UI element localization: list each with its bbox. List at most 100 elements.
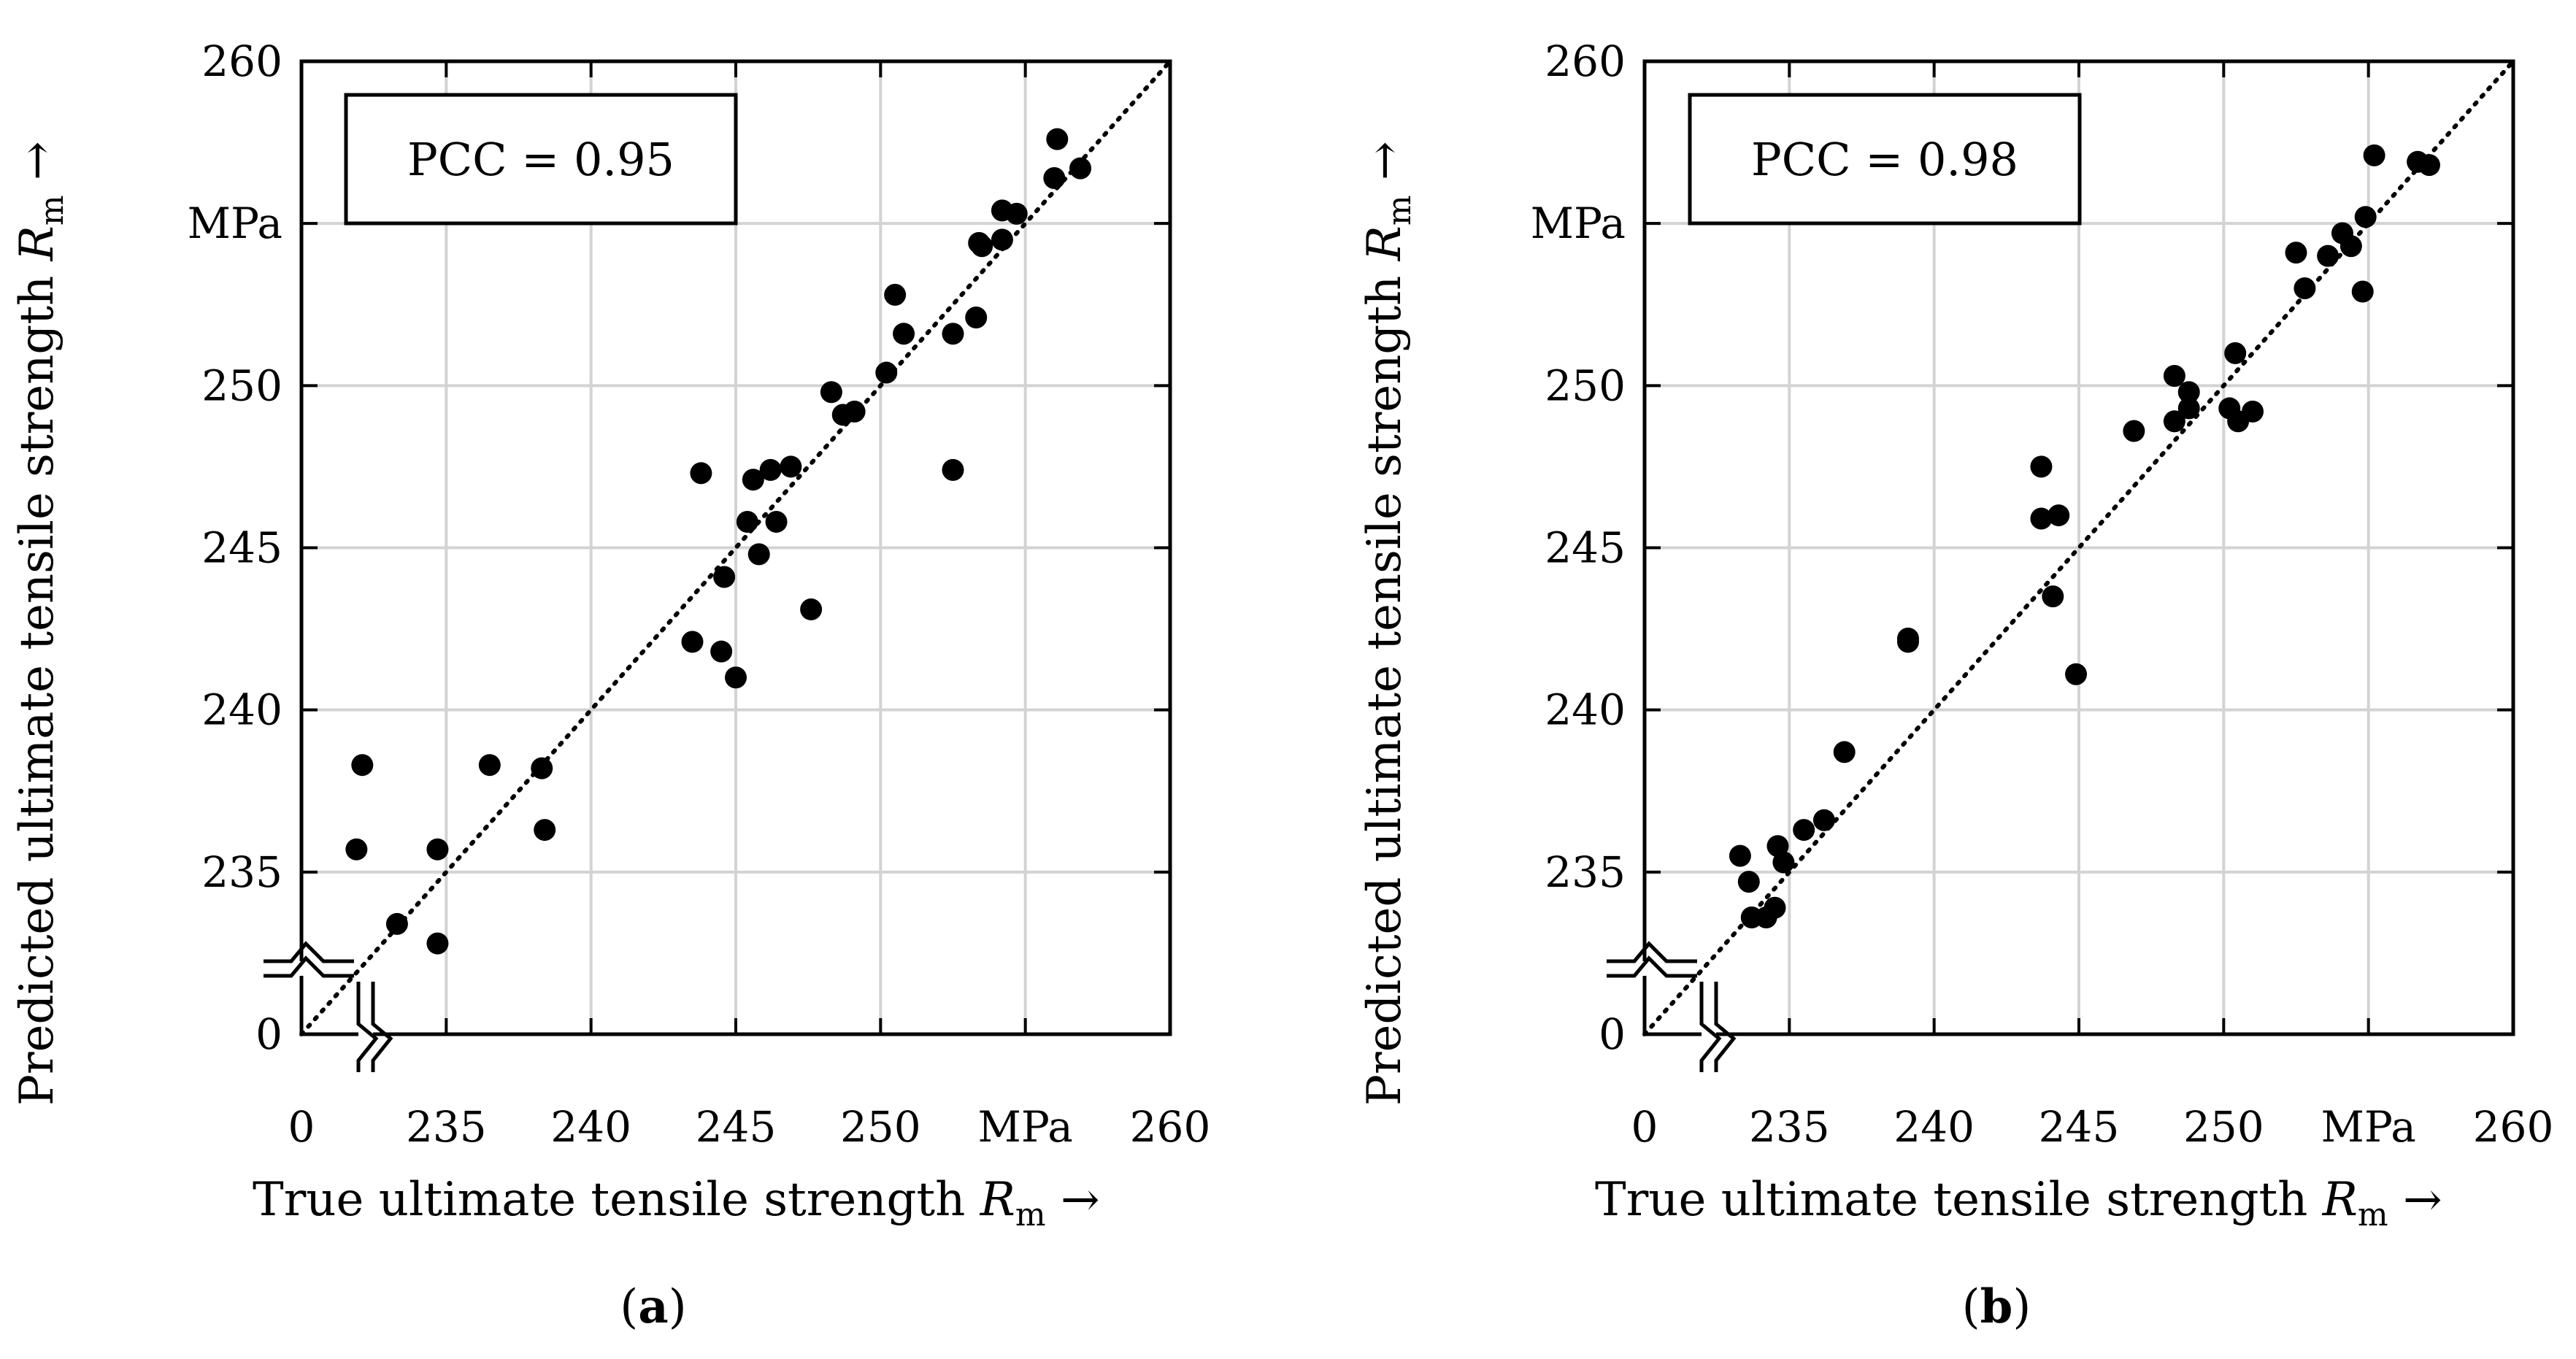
data-point bbox=[426, 932, 449, 955]
data-point bbox=[1046, 128, 1069, 150]
panel-a: 0 235 240 245 250 MPa 260 0 235 240 245 250 MPa 260 PC… bbox=[10, 36, 1210, 1334]
data-point bbox=[843, 400, 866, 423]
data-point bbox=[2285, 242, 2307, 264]
x-tick-label: 250 bbox=[2183, 1102, 2264, 1152]
y-axis-label-sub: m bbox=[34, 195, 71, 226]
data-point bbox=[2048, 504, 2070, 527]
data-point bbox=[2363, 144, 2385, 166]
data-point bbox=[713, 566, 736, 588]
pcc-annotation: PCC = 0.95 bbox=[407, 133, 674, 186]
data-point bbox=[2294, 277, 2316, 300]
data-point bbox=[747, 543, 770, 566]
data-point bbox=[426, 838, 449, 861]
data-point bbox=[2351, 280, 2374, 303]
data-point bbox=[2042, 585, 2064, 608]
data-point bbox=[942, 458, 964, 481]
x-tick-label: 245 bbox=[2039, 1102, 2120, 1152]
x-tick-label: 250 bbox=[840, 1102, 921, 1152]
data-point bbox=[2354, 206, 2377, 228]
data-point bbox=[2177, 381, 2200, 404]
data-point bbox=[1043, 166, 1066, 189]
x-tick-label: 260 bbox=[1130, 1102, 1211, 1152]
panel-label: (b) bbox=[1962, 1279, 2031, 1334]
x-tick-label: 240 bbox=[1893, 1102, 1975, 1152]
y-axis-label-text: Predicted ultimate tensile strength bbox=[10, 261, 64, 1106]
y-axis-label: Predicted ultimate tensile strength Rm → bbox=[10, 141, 71, 1106]
x-axis-break-symbol bbox=[356, 982, 379, 1072]
y-axis-label-var: R bbox=[1358, 226, 1412, 261]
y-tick-label: 235 bbox=[201, 847, 282, 897]
y-tick-label: 260 bbox=[1545, 36, 1626, 86]
panel-label-open: ( bbox=[620, 1280, 638, 1334]
y-tick-label: 240 bbox=[1545, 685, 1626, 735]
data-point bbox=[2123, 420, 2145, 442]
tick-marks bbox=[301, 61, 1170, 1034]
reference-line-y-equals-x bbox=[299, 59, 1172, 1036]
data-point bbox=[736, 510, 758, 533]
data-point bbox=[725, 666, 747, 689]
y-axis-label-sub: m bbox=[1381, 195, 1418, 226]
data-point bbox=[710, 640, 733, 663]
data-point bbox=[681, 631, 704, 653]
y-axis-break-symbol bbox=[1607, 955, 1697, 978]
y-axis-label-text: Predicted ultimate tensile strength bbox=[1358, 261, 1412, 1106]
data-point bbox=[1729, 844, 1751, 867]
y-axis-label: Predicted ultimate tensile strength Rm → bbox=[1358, 141, 1418, 1106]
data-point bbox=[965, 307, 988, 329]
panel-label: (a) bbox=[620, 1279, 686, 1334]
y-tick-label: 250 bbox=[201, 361, 282, 410]
data-point bbox=[800, 598, 823, 620]
pcc-annotation: PCC = 0.98 bbox=[1751, 133, 2018, 186]
x-tick-label: 0 bbox=[288, 1102, 315, 1152]
y-tick-label: 250 bbox=[1545, 361, 1626, 410]
data-point bbox=[2242, 400, 2264, 423]
data-point bbox=[1069, 157, 1092, 180]
y-tick-label: MPa bbox=[1531, 199, 1626, 248]
pcc-box bbox=[344, 93, 738, 226]
data-point bbox=[1793, 819, 1815, 842]
x-axis-label-text: True ultimate tensile strength bbox=[1595, 1173, 2323, 1227]
data-point bbox=[971, 235, 993, 258]
x-axis-break-symbol bbox=[1699, 982, 1722, 1072]
x-axis-break-symbol bbox=[1714, 982, 1737, 1072]
data-points bbox=[1729, 144, 2440, 929]
y-tick-label: 260 bbox=[201, 36, 282, 86]
plot-frame bbox=[299, 59, 1172, 1036]
data-point bbox=[2065, 663, 2088, 685]
y-tick-label: 235 bbox=[1545, 847, 1626, 897]
panel-b: 0 235 240 245 250 MPa 260 0 235 240 245 250 MPa 260 PC… bbox=[1358, 36, 2553, 1334]
x-axis-label-arrow: → bbox=[2388, 1173, 2442, 1227]
data-point bbox=[1896, 627, 1919, 650]
y-tick-label: MPa bbox=[188, 199, 282, 248]
x-axis-label: True ultimate tensile strength Rm → bbox=[1595, 1173, 2442, 1233]
data-point bbox=[2163, 410, 2185, 433]
data-point bbox=[780, 455, 802, 478]
x-tick-label: 245 bbox=[696, 1102, 777, 1152]
x-axis-label-sub: m bbox=[1015, 1196, 1046, 1233]
data-point bbox=[478, 754, 501, 777]
data-point bbox=[690, 462, 712, 485]
panel-label-open: ( bbox=[1962, 1280, 1980, 1334]
data-point bbox=[385, 912, 408, 935]
y-axis-label-var: R bbox=[10, 226, 64, 261]
x-axis-label-sub: m bbox=[2358, 1196, 2388, 1233]
data-point bbox=[991, 228, 1013, 251]
x-axis-break-symbol bbox=[371, 982, 393, 1072]
data-point bbox=[893, 323, 915, 345]
x-tick-label: MPa bbox=[977, 1102, 1072, 1152]
y-tick-label: 245 bbox=[1545, 523, 1626, 573]
x-tick-label: 260 bbox=[2473, 1102, 2554, 1152]
panel-label-letter: b bbox=[1980, 1279, 2013, 1334]
x-axis-label-text: True ultimate tensile strength bbox=[253, 1173, 980, 1227]
data-point bbox=[820, 381, 842, 404]
x-tick-label: MPa bbox=[2321, 1102, 2415, 1152]
data-point bbox=[942, 323, 964, 345]
y-axis-label-arrow: → bbox=[1358, 141, 1412, 195]
data-point bbox=[1005, 202, 1028, 225]
y-axis-break-symbol bbox=[264, 955, 354, 978]
data-point bbox=[531, 757, 553, 779]
data-point bbox=[759, 458, 782, 481]
data-point bbox=[1737, 871, 1760, 893]
data-point bbox=[2317, 245, 2339, 267]
y-tick-label: 240 bbox=[201, 685, 282, 735]
